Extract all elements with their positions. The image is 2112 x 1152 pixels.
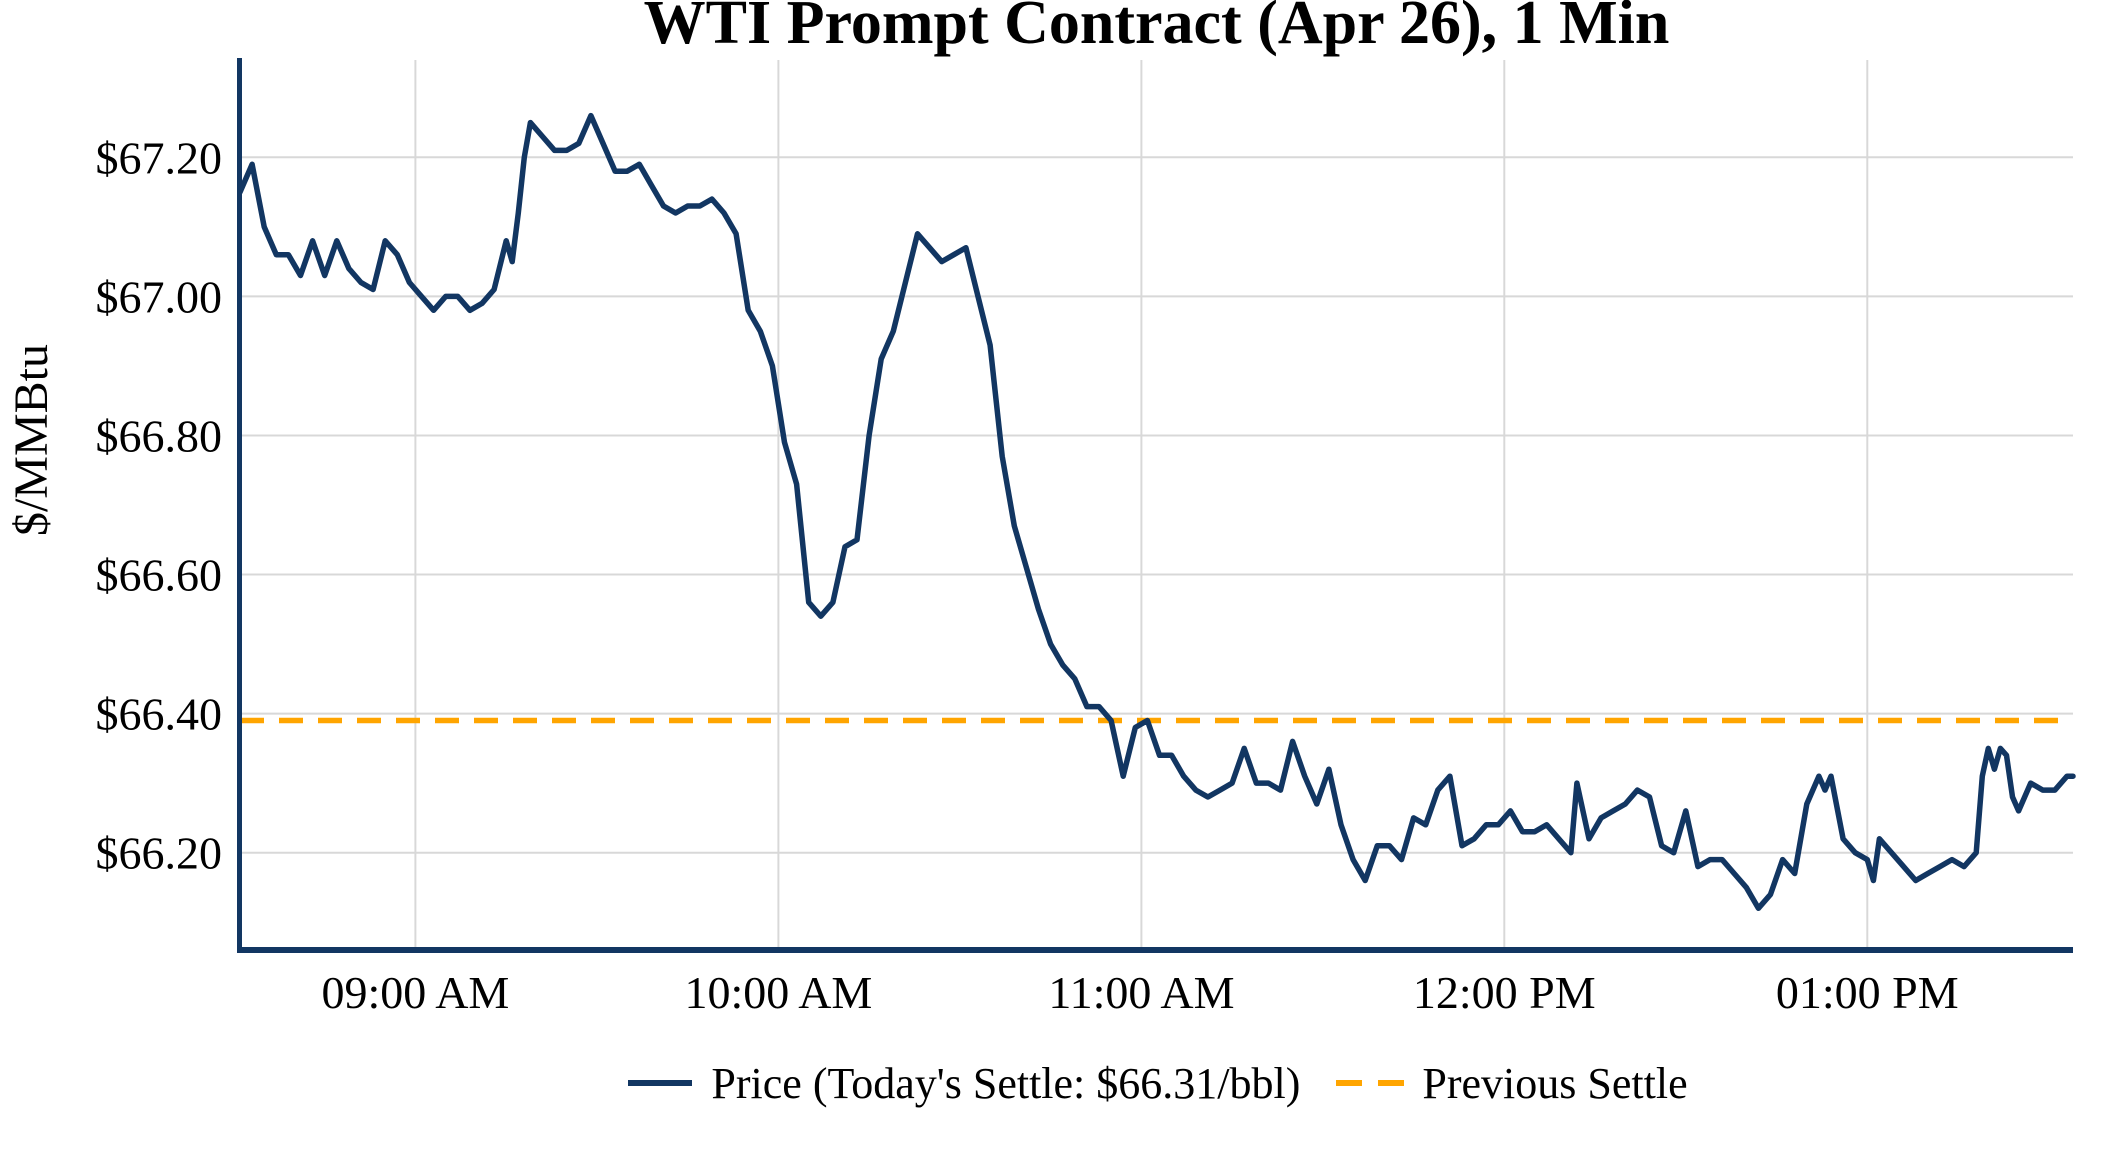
- y-tick-label: $67.20: [96, 132, 223, 183]
- x-tick-label: 09:00 AM: [321, 967, 509, 1018]
- y-tick-label: $66.80: [96, 411, 223, 462]
- y-tick-label: $66.20: [96, 828, 223, 879]
- legend-item-previous-settle: Previous Settle: [1334, 1058, 1688, 1109]
- x-tick-label: 10:00 AM: [684, 967, 872, 1018]
- chart-title: WTI Prompt Contract (Apr 26), 1 Min: [643, 0, 1670, 57]
- legend: Price (Today's Settle: $66.31/bbl) Previ…: [240, 1048, 2073, 1118]
- price-line-swatch: [628, 1080, 693, 1086]
- y-tick-label: $66.60: [96, 550, 223, 601]
- x-tick-label: 12:00 PM: [1413, 967, 1596, 1018]
- x-axis-spine: [237, 947, 2073, 953]
- x-tick-label: 11:00 AM: [1048, 967, 1234, 1018]
- price-line: [237, 112, 2076, 912]
- legend-previous-settle-label: Previous Settle: [1422, 1058, 1688, 1108]
- legend-price-label: Price (Today's Settle: $66.31/bbl): [711, 1058, 1301, 1108]
- x-tick-label: 01:00 PM: [1776, 967, 1959, 1018]
- y-tick-label: $67.00: [96, 271, 223, 322]
- y-axis-spine: [237, 58, 242, 953]
- legend-item-price: Price (Today's Settle: $66.31/bbl): [625, 1058, 1300, 1109]
- y-tick-label: $66.40: [96, 689, 223, 740]
- previous-settle-swatch: [1336, 1080, 1405, 1086]
